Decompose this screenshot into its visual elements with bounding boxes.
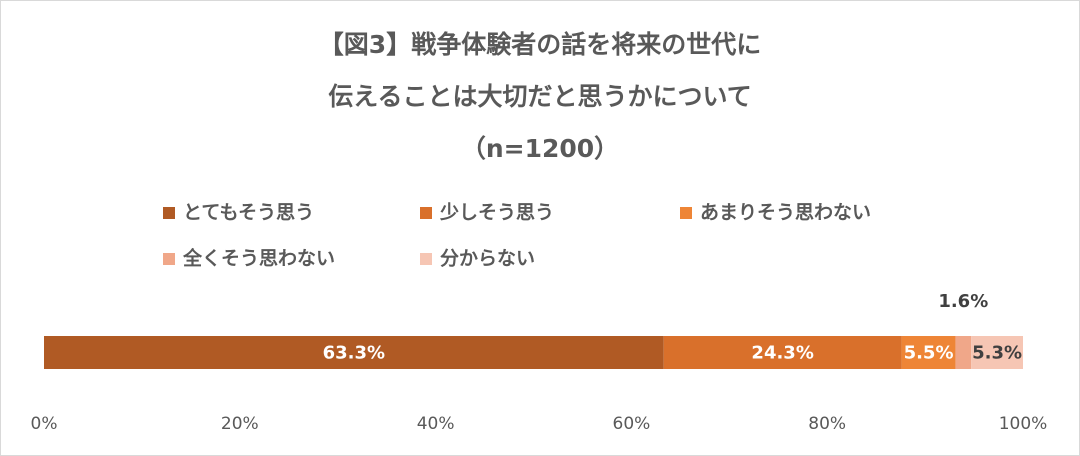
legend-swatch: [163, 207, 175, 219]
legend-swatch: [680, 207, 692, 219]
x-tick-label: 60%: [613, 414, 651, 434]
x-tick-label: 20%: [221, 414, 259, 434]
bar-segment: [663, 336, 902, 369]
x-tick-label: 40%: [417, 414, 455, 434]
bar-segment: [901, 336, 956, 369]
legend-label: とてもそう思う: [183, 202, 314, 224]
chart-title: 伝えることは大切だと思うかについて: [328, 82, 752, 111]
x-tick-label: 100%: [999, 414, 1048, 434]
bar-segment: [955, 336, 972, 369]
legend-swatch: [420, 253, 432, 265]
data-label: 63.3%: [323, 343, 385, 364]
bar-segment: [44, 336, 664, 369]
legend-label: 少しそう思う: [439, 202, 554, 224]
bar-segment: [971, 336, 1023, 369]
chart-title: （n=1200）: [461, 134, 619, 163]
x-tick-label: 0%: [31, 414, 58, 434]
chart-title: 【図3】戦争体験者の話を将来の世代に: [319, 30, 761, 59]
x-tick-label: 80%: [808, 414, 846, 434]
legend-label: あまりそう思わない: [700, 202, 871, 224]
legend-swatch: [163, 253, 175, 265]
data-label: 5.3%: [972, 343, 1022, 364]
legend-label: 分からない: [440, 248, 535, 270]
data-label: 5.5%: [904, 343, 954, 364]
data-label: 1.6%: [938, 291, 988, 312]
legend-swatch: [420, 207, 432, 219]
legend-label: 全くそう思わない: [182, 247, 335, 270]
data-label: 24.3%: [751, 343, 813, 364]
